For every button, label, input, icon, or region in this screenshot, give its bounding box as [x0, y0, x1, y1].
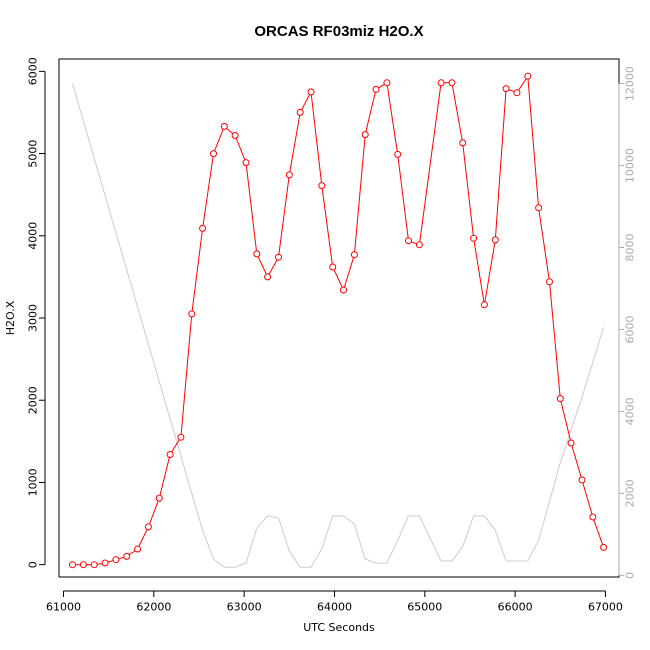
- data-point: [210, 150, 217, 158]
- data-point: [502, 85, 510, 93]
- x-tick-label: 63000: [227, 601, 262, 614]
- data-point: [470, 234, 478, 242]
- data-point: [372, 85, 380, 93]
- data-point: [578, 476, 586, 484]
- data-point: [275, 253, 282, 261]
- data-point: [307, 88, 315, 96]
- data-point: [383, 79, 391, 87]
- y-tick-label: 4000: [26, 222, 39, 250]
- y-tick-label: 0: [26, 561, 39, 568]
- data-point: [513, 89, 521, 97]
- data-point: [134, 545, 142, 553]
- y2-tick-label: 12000: [623, 66, 636, 101]
- data-point: [69, 561, 76, 569]
- data-point: [144, 523, 152, 531]
- x-tick-label: 65000: [407, 601, 442, 614]
- data-point: [546, 278, 553, 286]
- y-tick-label: 5000: [26, 140, 39, 168]
- y-axis-left: 0 1000 2000 3000 4000 5000 6000: [26, 57, 46, 568]
- y-tick-label: 6000: [27, 57, 40, 85]
- y-tick-label: 3000: [27, 304, 40, 332]
- data-point: [90, 561, 98, 569]
- chart-title: ORCAS RF03miz H2O.X: [254, 23, 423, 40]
- data-point: [589, 513, 597, 521]
- y-tick-label: 1000: [27, 468, 40, 496]
- data-point: [535, 204, 543, 212]
- plot-frame: [58, 58, 620, 578]
- data-point: [101, 559, 109, 567]
- series-layer: [69, 72, 608, 569]
- data-point: [329, 263, 337, 271]
- data-point: [123, 552, 131, 560]
- data-point: [155, 494, 163, 502]
- data-point: [340, 286, 347, 294]
- data-point: [448, 79, 456, 87]
- data-point: [491, 236, 499, 244]
- x-tick-label: 62000: [136, 601, 171, 614]
- data-point: [556, 395, 564, 403]
- data-point: [220, 122, 228, 130]
- y2-tick-label: 6000: [623, 316, 636, 344]
- data-point: [524, 72, 532, 80]
- data-point: [231, 132, 239, 139]
- x-tick-label: 61000: [46, 601, 81, 614]
- data-point: [264, 273, 272, 281]
- data-point: [296, 108, 304, 116]
- data-point: [242, 159, 250, 167]
- x-axis-label: UTC Seconds: [303, 621, 375, 634]
- data-point: [199, 224, 207, 232]
- data-point: [394, 150, 402, 158]
- y2-tick-label: 4000: [624, 397, 637, 425]
- series-line-right-axis: [72, 83, 605, 568]
- data-point: [112, 556, 120, 564]
- data-point: [459, 139, 467, 147]
- x-tick-label: 67000: [588, 601, 623, 614]
- y2-tick-label: 2000: [623, 479, 636, 507]
- data-point: [253, 250, 261, 258]
- x-tick-label: 64000: [317, 601, 352, 614]
- series-line-h2o: [72, 74, 605, 566]
- data-point: [415, 241, 423, 249]
- data-point: [318, 182, 326, 190]
- x-tick-label: 66000: [498, 601, 533, 614]
- y-axis-right: 0 2000 4000 6000 8000 10000 12000: [618, 66, 637, 579]
- data-point: [79, 561, 87, 569]
- x-axis: 61000 62000 63000 64000 65000 66000 67000: [46, 590, 623, 614]
- data-point: [285, 171, 293, 179]
- data-point: [350, 251, 358, 259]
- data-point: [437, 79, 445, 87]
- data-point: [600, 543, 608, 551]
- data-point: [567, 439, 575, 447]
- y2-tick-label: 0: [623, 572, 636, 579]
- data-point: [405, 237, 412, 245]
- y2-tick-label: 10000: [623, 148, 636, 183]
- y-tick-label: 2000: [27, 386, 40, 414]
- data-point: [188, 310, 196, 318]
- y-axis-label: H2O.X: [4, 300, 17, 335]
- data-point: [166, 451, 174, 458]
- data-point: [177, 433, 185, 441]
- y2-tick-label: 8000: [624, 234, 637, 262]
- data-point: [480, 301, 488, 309]
- data-point: [361, 131, 369, 139]
